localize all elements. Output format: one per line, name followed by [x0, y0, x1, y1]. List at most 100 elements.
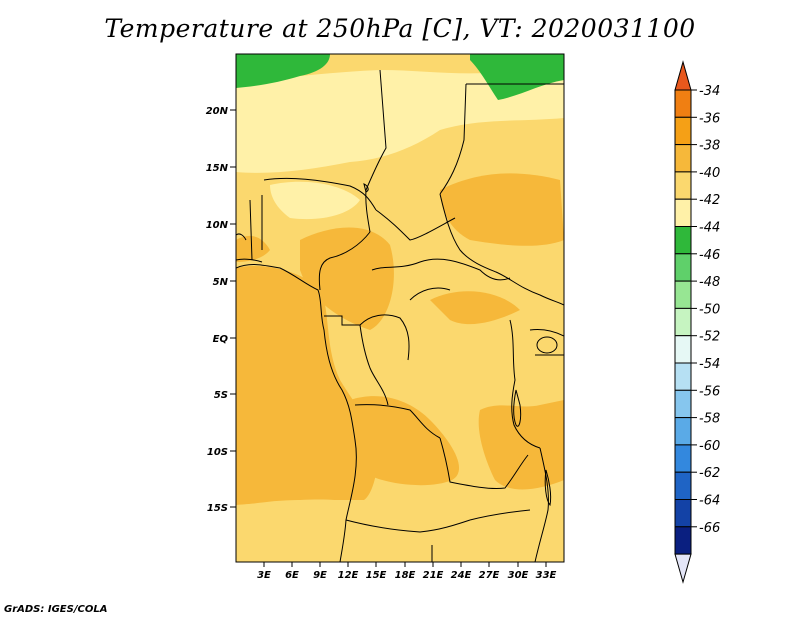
field-cool-sahara: [236, 70, 564, 173]
field-green-northeast: [470, 54, 564, 100]
field-green-northwest: [236, 54, 330, 88]
longitude-axis: 3E 6E 9E 12E 15E 18E 21E 24E 27E 30E 33E: [257, 562, 557, 581]
colorbar-swatch: [674, 362, 692, 391]
temperature-field: [236, 54, 564, 562]
border-niger-chad: [365, 69, 387, 233]
field-cool-south: [236, 499, 364, 562]
border-niger-nigeria: [263, 177, 377, 211]
lon-label: 33E: [536, 570, 557, 581]
lat-label: 10S: [207, 447, 228, 458]
lat-label: 5N: [213, 277, 229, 288]
border-drc-east: [509, 319, 541, 449]
lon-label: 9E: [313, 570, 327, 581]
lakes: [363, 183, 558, 507]
lat-label: 5S: [214, 390, 228, 401]
lake-victoria: [536, 336, 558, 354]
lon-label: 3E: [257, 570, 271, 581]
colorbar: -34 -36 -38 -40 -42 -44 -46 -48 -50 -52 -54 -56 -58 -…: [674, 60, 720, 584]
colorbar-label: -42: [699, 193, 720, 208]
lat-label: 20N: [206, 106, 229, 117]
colorbar-label: -40: [699, 166, 720, 181]
colorbar-label: -48: [699, 275, 720, 290]
lake-chad: [363, 183, 369, 193]
lon-label: 30E: [508, 570, 529, 581]
colorbar-bottom-arrow: [674, 553, 692, 584]
colorbar-swatch: [674, 335, 692, 364]
field-warm-sudan: [440, 173, 564, 246]
border-congo-drc: [359, 314, 410, 361]
border-malawi-moz: [534, 447, 549, 562]
border-chad-car: [375, 209, 456, 241]
lat-label: 10N: [206, 220, 229, 231]
colorbar-swatch: [674, 253, 692, 282]
border-car-drc: [371, 258, 511, 281]
lon-label: 6E: [285, 570, 299, 581]
lat-label: EQ: [213, 334, 229, 345]
field-warm-cameroon: [300, 227, 394, 330]
country-borders: [236, 69, 564, 562]
lon-label: 24E: [451, 570, 472, 581]
coastline-atlantic: [236, 264, 357, 562]
colorbar-label: -46: [699, 248, 720, 263]
field-warm-angola: [348, 396, 460, 486]
colorbar-swatch: [674, 307, 692, 337]
colorbar-label: -66: [699, 521, 720, 536]
lon-label: 15E: [366, 570, 387, 581]
colorbar-swatch: [674, 226, 692, 255]
field-warm-southwest: [236, 266, 379, 505]
latitude-axis: 20N 15N 10N 5N EQ 5S 10S 15S: [206, 106, 236, 514]
colorbar-label: -58: [699, 412, 720, 427]
colorbar-label: -36: [699, 111, 720, 126]
border-benin-togo: [249, 195, 263, 261]
colorbar-top-arrow: [674, 60, 692, 91]
colorbar-label: -62: [699, 466, 720, 481]
colorbar-label: -52: [699, 330, 720, 345]
colorbar-label: -38: [699, 139, 720, 154]
colorbar-swatch: [674, 198, 692, 227]
colorbar-swatch: [674, 471, 692, 501]
colorbar-swatch: [674, 389, 692, 419]
colorbar-label: -44: [699, 221, 720, 236]
colorbar-swatch: [674, 526, 692, 555]
border-gabon-congo: [324, 315, 389, 406]
border-nigeria-cameroon: [318, 231, 371, 291]
border-chad-sudan: [439, 83, 467, 195]
field-warm-congo: [430, 291, 520, 325]
map-frame: [235, 53, 565, 563]
colorbar-label: -50: [699, 302, 720, 317]
lake-tanganyika: [513, 389, 522, 427]
field-cool-nigeria: [270, 181, 360, 220]
border-zambia: [439, 437, 529, 489]
border-drc-north: [409, 287, 451, 301]
border-sudan-southsudan: [439, 193, 564, 306]
lat-label: 15N: [206, 163, 229, 174]
colorbar-swatch: [674, 89, 692, 118]
lon-label: 12E: [338, 570, 359, 581]
lat-label: 15S: [207, 503, 228, 514]
map-title: Temperature at 250hPa [C], VT: 202003110…: [104, 14, 696, 43]
colorbar-swatch: [674, 499, 692, 528]
colorbar-swatch: [674, 280, 692, 309]
lon-label: 18E: [395, 570, 416, 581]
colorbar-label: -64: [699, 494, 720, 509]
colorbar-swatch: [674, 417, 692, 446]
border-angola-drc: [354, 404, 441, 439]
colorbar-label: -54: [699, 357, 720, 372]
colorbar-swatch: [674, 116, 692, 146]
colorbar-label: -60: [699, 439, 720, 454]
colorbar-label: -56: [699, 384, 720, 399]
border-uganda-kenya: [529, 329, 564, 356]
colorbar-swatch: [674, 171, 692, 200]
lon-label: 21E: [423, 570, 444, 581]
lon-label: 27E: [479, 570, 500, 581]
colorbar-swatch: [674, 444, 692, 473]
colorbar-label: -34: [699, 84, 720, 99]
border-namibia: [345, 519, 471, 533]
grads-credit: GrADS: IGES/COLA: [4, 604, 108, 615]
border-botswana: [431, 509, 531, 562]
lake-malawi: [544, 469, 552, 507]
field-warm-east: [478, 400, 564, 490]
border-ghana-coast: [236, 258, 263, 263]
colorbar-swatch: [674, 144, 692, 173]
